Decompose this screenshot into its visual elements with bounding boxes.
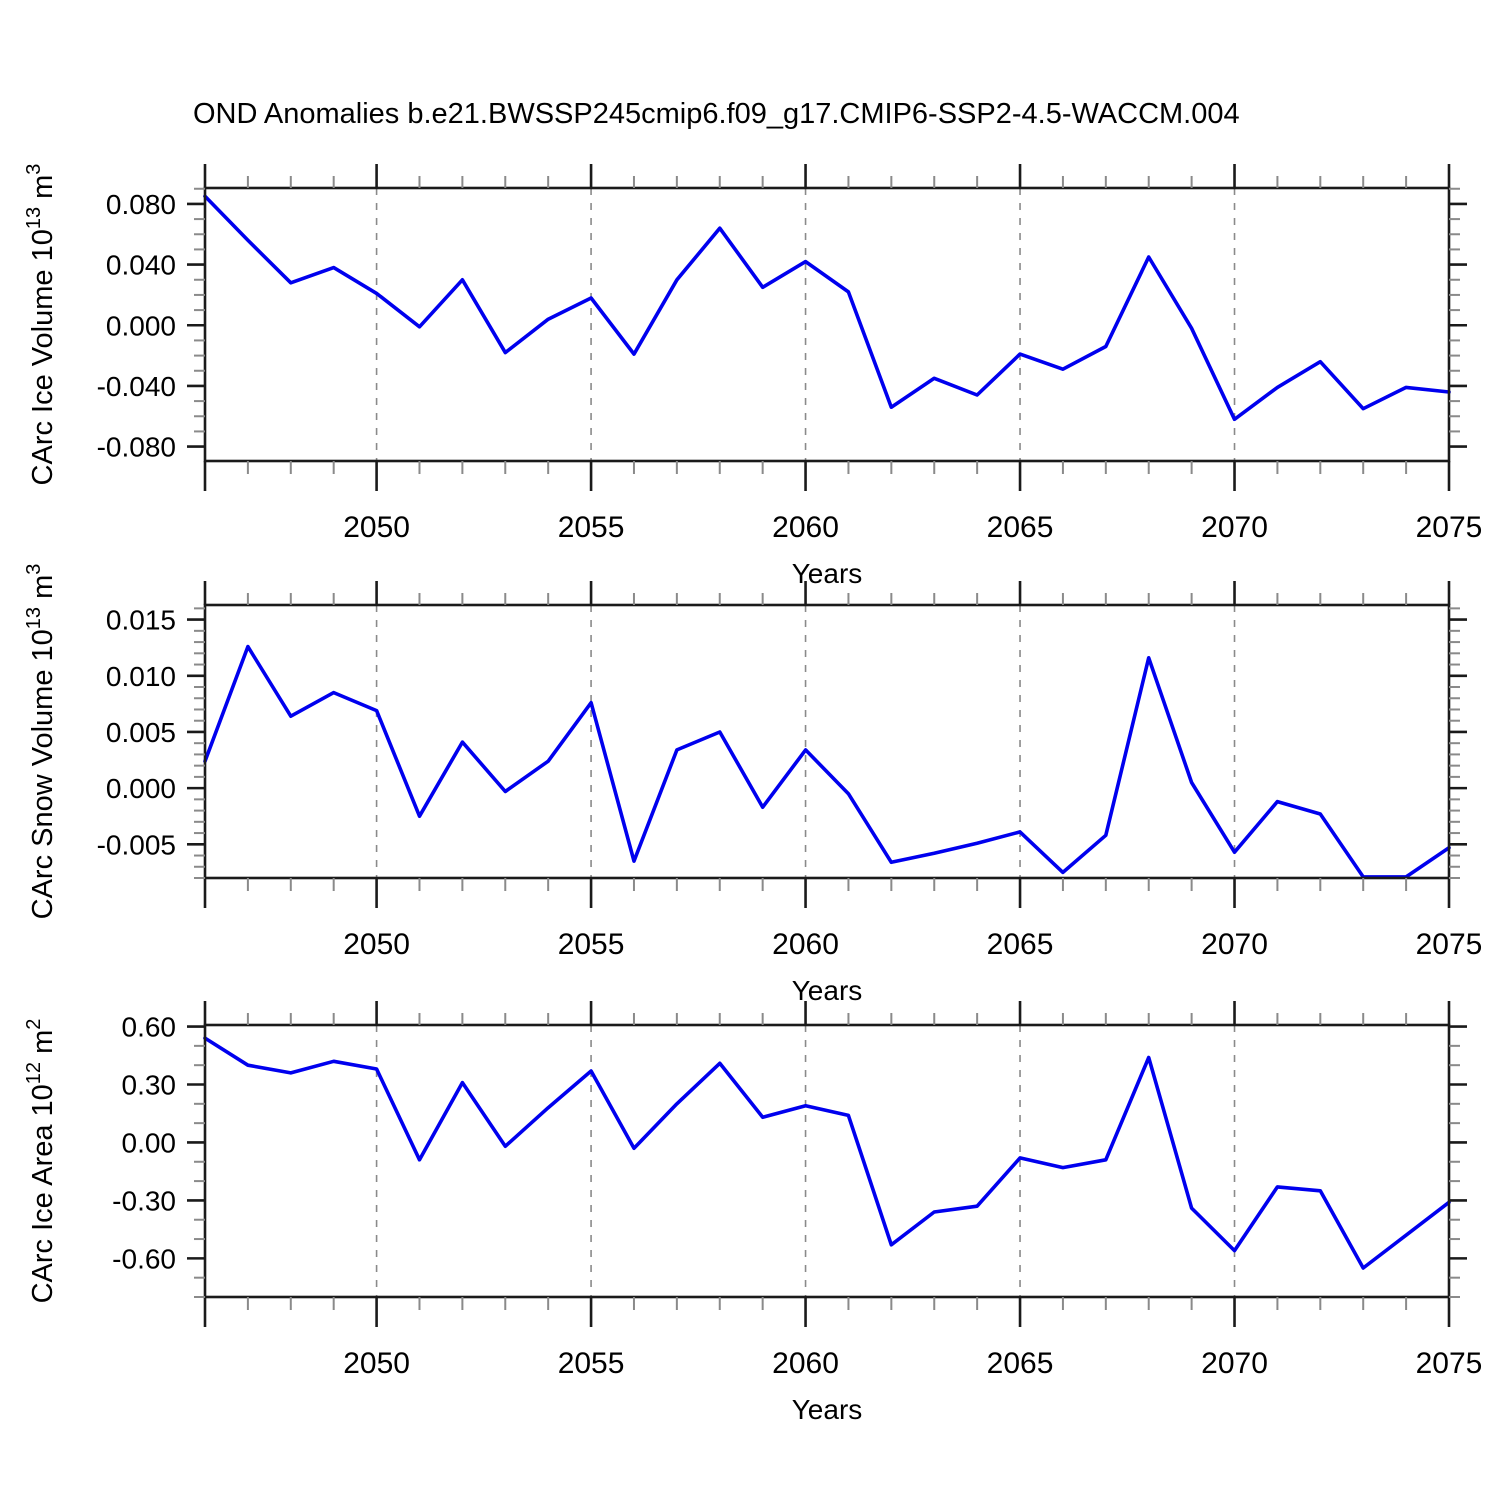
y-axis-title: CArc Snow Volume 1013​ m3​ — [23, 564, 59, 920]
y-tick-label: 0.015 — [106, 605, 176, 636]
panel-snow-volume: 0.015 0.010 0.005 0.000 -0.005 2050 2055 2060 20… — [23, 564, 1482, 1006]
y-tick-label: -0.080 — [97, 432, 176, 463]
y-tick-label: 0.000 — [106, 310, 176, 341]
y-axis-title: CArc Ice Volume 1013​ m3​ — [23, 164, 59, 486]
snow-volume-line — [203, 644, 1451, 879]
x-tick-label: 2075 — [1416, 928, 1483, 961]
y-tick-label: -0.040 — [97, 371, 176, 402]
y-tick-label: 0.080 — [106, 189, 176, 220]
y-tick-label: -0.60 — [112, 1243, 176, 1274]
x-axis-title: Years — [792, 558, 863, 589]
x-tick-label: 2055 — [558, 928, 625, 961]
x-tick-label: 2065 — [987, 928, 1054, 961]
ice-area-line — [203, 1036, 1451, 1270]
y-tick-label: 0.60 — [122, 1012, 177, 1043]
x-axis-title: Years — [792, 1394, 863, 1425]
y-tick-label: 0.005 — [106, 717, 176, 748]
x-tick-label: 2050 — [343, 511, 410, 544]
x-tick-label: 2055 — [558, 511, 625, 544]
ice-volume-line — [203, 194, 1451, 422]
x-tick-label: 2075 — [1416, 511, 1483, 544]
y-tick-label: 0.010 — [106, 661, 176, 692]
x-axis-title: Years — [792, 975, 863, 1006]
y-tick-label: 0.000 — [106, 773, 176, 804]
panel-ice-area: 0.60 0.30 0.00 -0.30 -0.60 2050 2055 2060 2065 20… — [23, 1001, 1482, 1425]
x-tick-label: 2065 — [987, 511, 1054, 544]
x-tick-label: 2050 — [343, 928, 410, 961]
x-tick-label: 2070 — [1201, 511, 1268, 544]
plot-frame — [203, 1023, 1451, 1299]
x-tick-label: 2060 — [772, 511, 839, 544]
plot-frame — [203, 603, 1451, 880]
y-axis-title: CArc Ice Area 1012​ m2​ — [23, 1019, 59, 1304]
x-tick-label: 2075 — [1416, 1347, 1483, 1380]
x-tick-label: 2065 — [987, 1347, 1054, 1380]
panel-ice-volume: 0.080 0.040 0.000 -0.040 -0.080 2050 2055 2060 2… — [23, 164, 1482, 589]
y-tick-label: -0.005 — [97, 829, 176, 860]
y-tick-label: 0.30 — [122, 1070, 177, 1101]
x-tick-label: 2060 — [772, 928, 839, 961]
y-tick-label: 0.00 — [122, 1127, 177, 1158]
x-tick-label: 2055 — [558, 1347, 625, 1380]
plot-frame — [203, 186, 1451, 463]
chart-title: OND Anomalies b.e21.BWSSP245cmip6.f09_g1… — [193, 98, 1240, 130]
x-tick-label: 2060 — [772, 1347, 839, 1380]
x-tick-label: 2070 — [1201, 928, 1268, 961]
y-tick-label: 0.040 — [106, 250, 176, 281]
x-tick-label: 2050 — [343, 1347, 410, 1380]
x-tick-label: 2070 — [1201, 1347, 1268, 1380]
y-tick-label: -0.30 — [112, 1185, 176, 1216]
